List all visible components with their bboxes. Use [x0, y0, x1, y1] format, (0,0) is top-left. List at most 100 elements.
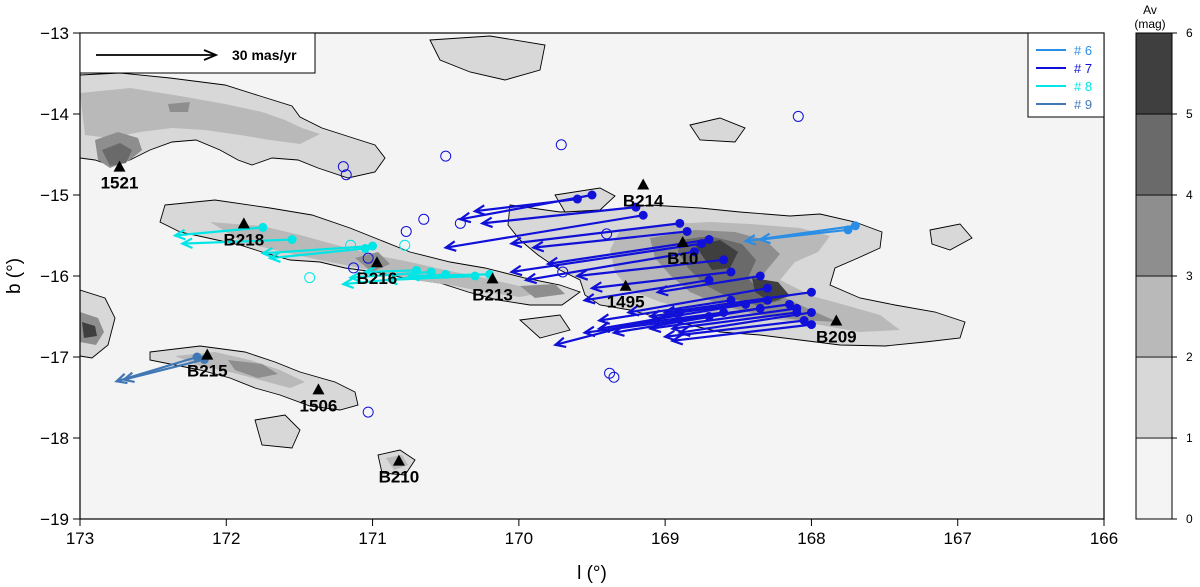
vector-shaft	[511, 242, 702, 274]
cloud-label: B213	[472, 285, 513, 304]
vector-start-point	[792, 303, 802, 313]
vector-shaft	[628, 287, 768, 314]
vector-shaft	[123, 358, 205, 381]
colorbar-level	[1135, 275, 1173, 358]
colorbar-level	[1135, 113, 1173, 196]
x-tick-label: 172	[212, 529, 240, 548]
vector-group-6	[757, 225, 853, 245]
colorbar-tick-label: 5	[1186, 107, 1193, 121]
vector-shaft	[511, 222, 680, 245]
vector-group-7	[669, 320, 816, 346]
open-circle-marker	[362, 406, 374, 418]
x-axis-label: l (°)	[577, 563, 607, 584]
open-circle-marker	[440, 150, 452, 162]
vector-group-8	[267, 243, 370, 263]
vector-shaft	[584, 315, 710, 334]
vector-shaft	[599, 299, 732, 322]
vector-shaft	[657, 274, 761, 294]
vector-start-point	[368, 241, 378, 251]
vector-start-point	[360, 243, 370, 253]
cloud-1506: 1506	[300, 383, 338, 415]
vector-start-point	[726, 267, 736, 277]
contour-level-3	[228, 360, 278, 378]
vector-group-7	[509, 218, 685, 249]
vector-arrow-head	[509, 264, 523, 277]
vector-arrow-head	[114, 373, 128, 385]
cloud-label: B210	[379, 468, 420, 487]
x-axis: 173 172 171 170 169 168 167 166	[66, 519, 1118, 548]
vector-group-7	[472, 194, 582, 216]
vector-start-point	[675, 307, 685, 317]
cloud-triangle-marker	[619, 279, 632, 291]
colorbar-tick-label: 3	[1186, 269, 1193, 283]
vector-shaft	[577, 258, 724, 278]
open-circle-marker	[348, 262, 360, 274]
vector-shaft	[679, 311, 812, 334]
vector-start-point	[689, 247, 699, 257]
vector-shaft	[262, 244, 373, 255]
open-circle-marker	[608, 371, 620, 383]
cloud-label: B218	[224, 230, 265, 249]
contour-level-1	[254, 414, 301, 449]
scale-bar-box	[79, 32, 316, 74]
vector-shaft	[182, 238, 293, 245]
cloud-label: 1506	[300, 396, 338, 415]
cloud-triangle-marker	[201, 348, 214, 360]
vector-group-7	[662, 316, 809, 342]
vector-start-point	[719, 255, 729, 265]
colorbar-tick-label: 0	[1186, 512, 1193, 526]
vector-shaft	[664, 291, 812, 314]
open-circle-marker	[362, 252, 374, 264]
cloud-b10: B10	[667, 235, 698, 268]
vector-start-point	[784, 299, 794, 309]
y-tick-label: −18	[40, 429, 69, 448]
vector-start-point	[704, 275, 714, 285]
vector-arrow-head	[574, 269, 589, 281]
vector-start-point	[287, 235, 297, 245]
vector-start-point	[755, 271, 765, 281]
vector-shaft	[555, 311, 681, 346]
vector-shaft	[409, 273, 490, 278]
vector-start-point	[587, 190, 597, 200]
vector-group-8	[179, 235, 297, 250]
vector-arrow-head	[743, 234, 757, 246]
colorbar-title: Av	[1143, 3, 1157, 17]
vector-start-point	[726, 295, 736, 305]
open-circle-marker	[792, 110, 804, 122]
vector-arrow-head	[384, 273, 398, 286]
vector-shaft	[387, 274, 476, 282]
vector-shaft	[672, 323, 812, 342]
vector-arrow-head	[655, 285, 669, 297]
vector-start-point	[426, 267, 436, 277]
cloud-b210: B210	[379, 454, 420, 487]
cloud-b218: B218	[224, 217, 265, 249]
vector-shaft	[174, 226, 263, 237]
vector-start-point	[682, 226, 692, 236]
vector-arrow-head	[509, 236, 523, 249]
vector-start-point	[258, 222, 268, 232]
vector-shaft	[665, 319, 805, 338]
vector-shaft	[482, 206, 637, 225]
vector-start-point	[763, 283, 773, 293]
x-tick-label: 173	[66, 529, 94, 548]
vector-start-point	[843, 225, 853, 235]
vector-arrow-head	[552, 336, 567, 349]
cloud-triangle-marker	[312, 383, 325, 395]
vector-arrow-head	[179, 237, 193, 250]
y-tick-label: −17	[40, 348, 69, 367]
vector-shaft	[533, 230, 688, 249]
open-circle-marker	[304, 272, 316, 284]
contour-level-1	[929, 223, 973, 251]
cloud-triangle-marker	[486, 272, 499, 284]
vector-arrow-head	[472, 204, 486, 216]
scale-bar: 30 mas/yr	[79, 32, 316, 74]
open-circle-marker	[604, 367, 616, 379]
cloud-b213: B213	[472, 272, 513, 304]
open-circle-marker	[337, 161, 349, 173]
vector-group-7	[648, 303, 802, 334]
open-circle-marker	[418, 213, 430, 225]
cloud-label: 1521	[101, 174, 139, 193]
colorbar-tick-label: 2	[1186, 350, 1193, 364]
contour-level-1	[689, 117, 746, 143]
